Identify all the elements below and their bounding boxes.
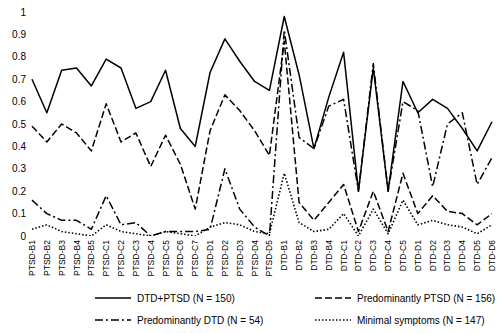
y-tick-label: 0.1: [12, 208, 26, 219]
y-tick-label: 0.5: [12, 119, 26, 130]
x-tick-label: PTSD-D1: [205, 240, 215, 277]
x-tick-label: PTSD-D2: [220, 240, 230, 277]
y-tick-label: 0.8: [12, 51, 26, 62]
x-tick-label: DTD-B3: [309, 240, 319, 271]
x-tick-label: DTD-D2: [428, 240, 438, 271]
series-line: [32, 41, 492, 231]
x-tick-label: PTSD-C1: [101, 240, 111, 277]
x-tick-label: DTD-C3: [368, 240, 378, 271]
series-line: [32, 30, 492, 236]
legend-key: [315, 297, 351, 299]
x-tick-label: DTD-C5: [398, 240, 408, 271]
x-tick-label: DTD-B4: [324, 240, 334, 271]
y-tick-label: 0.3: [12, 163, 26, 174]
x-tick-label: DTD-B2: [294, 240, 304, 271]
x-tick-label: PTSD-B1: [27, 240, 37, 276]
y-tick-label: 0.4: [12, 141, 26, 152]
x-tick-label: DTD-C4: [383, 240, 393, 271]
x-tick-label: DTD-D6: [487, 240, 497, 271]
legend-label: Predominantly PTSD (N = 156): [357, 293, 495, 304]
series-line: [32, 16, 492, 191]
x-tick-label: PTSD-B5: [86, 240, 96, 276]
y-tick-label: 1: [20, 7, 26, 18]
x-tick-label: DTD-D3: [442, 240, 452, 271]
x-tick-label: PTSD-C4: [146, 240, 156, 277]
x-tick-label: DTD-B1: [279, 240, 289, 271]
y-tick-label: 0.2: [12, 186, 26, 197]
legend-label: Predominantly DTD (N = 54): [137, 315, 263, 326]
x-tick-label: PTSD-B4: [72, 240, 82, 276]
x-tick-label: PTSD-D5: [264, 240, 274, 277]
plot-area: [32, 16, 492, 236]
y-tick-label: 0: [20, 231, 26, 242]
x-tick-label: DTD-D4: [457, 240, 467, 271]
series-line: [32, 173, 492, 236]
x-tick-label: PTSD-D4: [250, 240, 260, 277]
x-tick-label: PTSD-C5: [161, 240, 171, 277]
y-tick-label: 0.7: [12, 74, 26, 85]
x-tick-label: PTSD-C2: [116, 240, 126, 277]
x-tick-label: PTSD-C3: [131, 240, 141, 277]
x-tick-label: PTSD-D3: [235, 240, 245, 277]
x-tick-label: PTSD-C7: [190, 240, 200, 277]
x-tick-label: DTD-D1: [413, 240, 423, 271]
x-tick-label: PTSD-B2: [42, 240, 52, 276]
x-tick-label: DTD-C1: [339, 240, 349, 271]
legend-label: Minimal symptoms (N = 147): [357, 315, 485, 326]
x-tick-label: DTD-C2: [353, 240, 363, 271]
legend-key: [95, 319, 131, 321]
legend-key: [95, 297, 131, 299]
x-tick-label: PTSD-C6: [175, 240, 185, 277]
y-tick-label: 0.9: [12, 29, 26, 40]
x-tick-label: PTSD-B3: [57, 240, 67, 276]
legend-key: [315, 319, 351, 321]
chart: 0 0.1 0.2 0.3 0.4 0.5 0.6 0.7 0.8 0.9 1 PTSD-B1 PTSD…: [0, 0, 500, 333]
y-tick-label: 0.6: [12, 96, 26, 107]
legend-label: DTD+PTSD (N = 150): [137, 293, 235, 304]
x-tick-label: DTD-D5: [472, 240, 482, 271]
